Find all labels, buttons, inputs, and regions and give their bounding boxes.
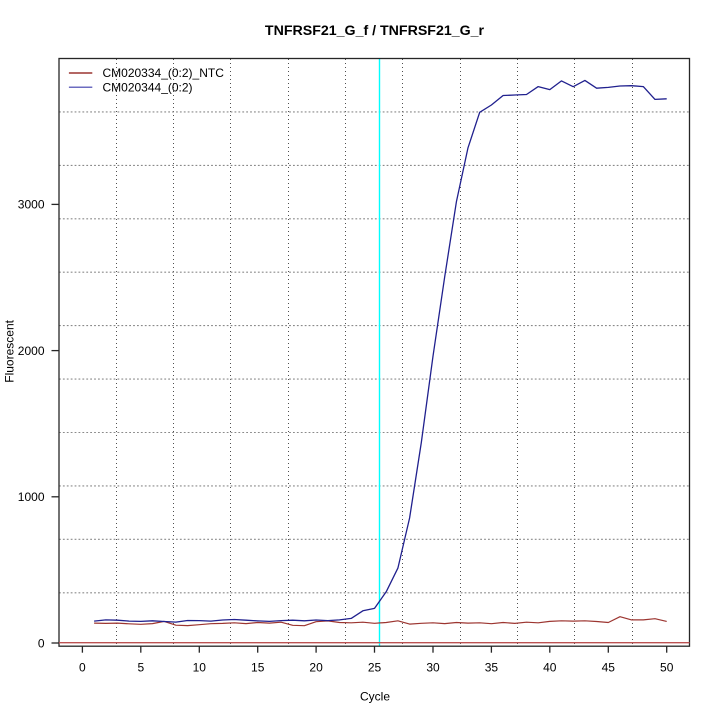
svg-text:10: 10	[193, 661, 207, 675]
svg-text:1000: 1000	[18, 490, 45, 504]
svg-text:35: 35	[485, 661, 499, 675]
svg-text:Fluorescent: Fluorescent	[3, 319, 17, 382]
svg-text:50: 50	[660, 661, 674, 675]
svg-text:3000: 3000	[18, 198, 45, 212]
svg-text:CM020334_(0:2)_NTC: CM020334_(0:2)_NTC	[103, 66, 225, 80]
svg-text:TNFRSF21_G_f / TNFRSF21_G_r: TNFRSF21_G_f / TNFRSF21_G_r	[265, 23, 485, 39]
svg-text:25: 25	[368, 661, 382, 675]
svg-text:CM020344_(0:2): CM020344_(0:2)	[103, 80, 193, 94]
svg-text:40: 40	[543, 661, 557, 675]
svg-text:2000: 2000	[18, 344, 45, 358]
svg-text:Cycle: Cycle	[360, 690, 390, 704]
svg-text:0: 0	[38, 636, 45, 650]
svg-text:15: 15	[251, 661, 265, 675]
svg-text:0: 0	[79, 661, 86, 675]
svg-text:30: 30	[426, 661, 440, 675]
svg-text:45: 45	[602, 661, 616, 675]
svg-text:20: 20	[309, 661, 323, 675]
svg-text:5: 5	[137, 661, 144, 675]
